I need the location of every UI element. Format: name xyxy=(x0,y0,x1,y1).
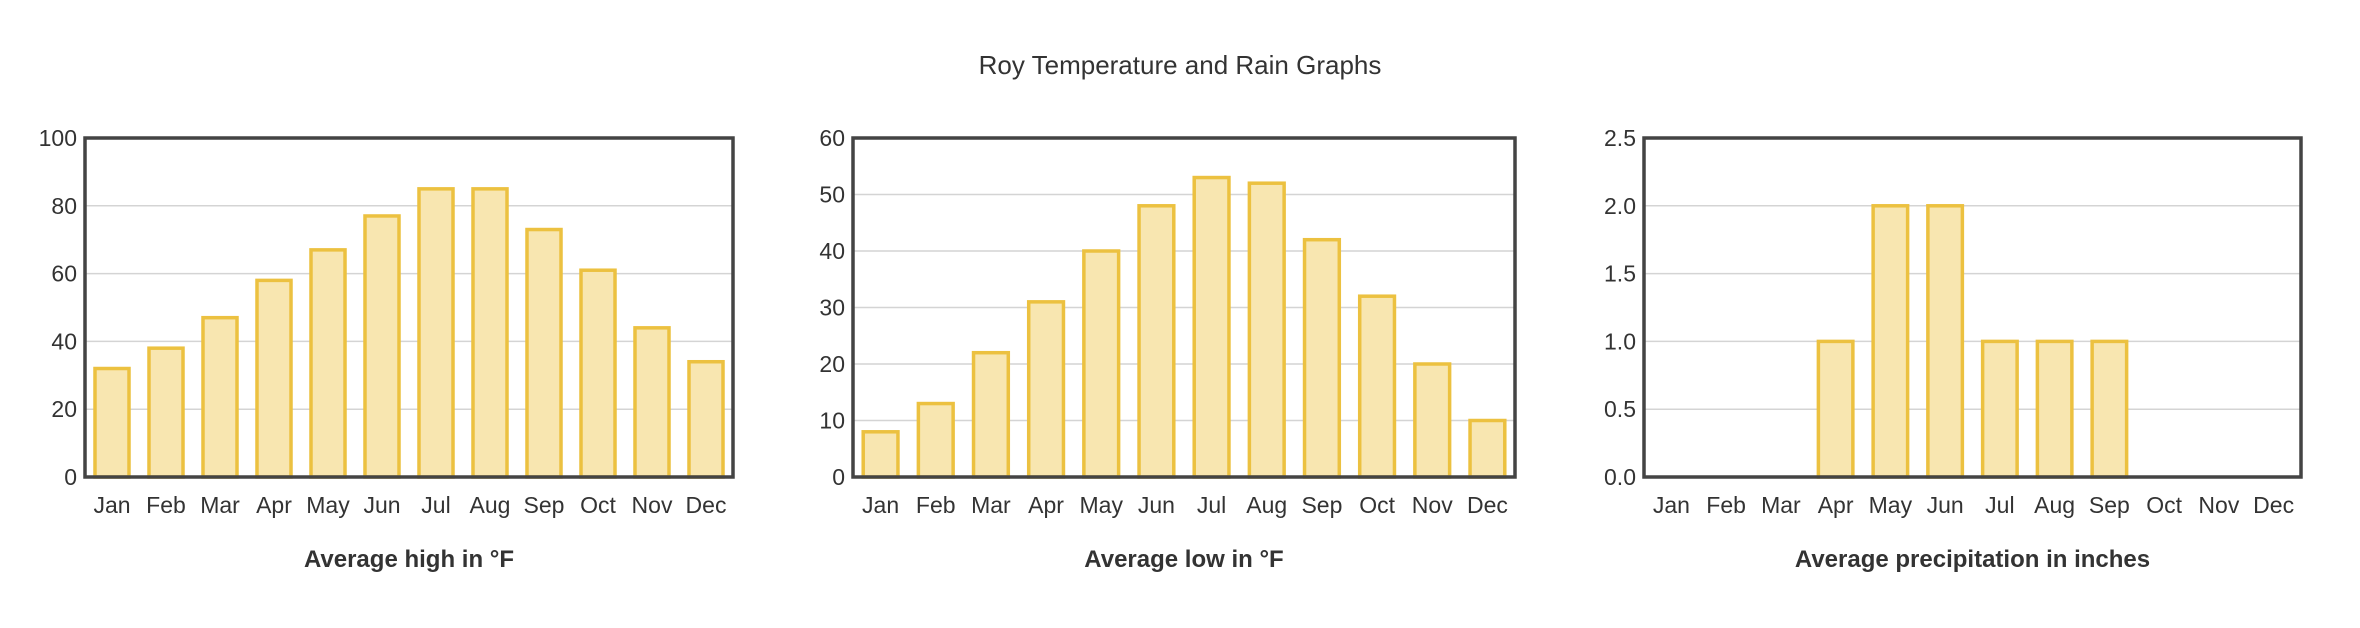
x-tick-label: Sep xyxy=(524,492,565,518)
plot-frame xyxy=(851,136,1517,479)
x-tick-label: Apr xyxy=(256,492,292,518)
y-tick-label: 40 xyxy=(819,238,845,264)
x-tick-label: Sep xyxy=(2089,492,2130,518)
bar-jun xyxy=(1926,204,1965,479)
bar-apr xyxy=(1816,339,1855,479)
bar-jul xyxy=(417,187,455,479)
x-tick-label: Jan xyxy=(1653,492,1690,518)
x-tick-label: Dec xyxy=(2253,492,2294,518)
bar-jul xyxy=(1980,339,2019,479)
y-tick-label: 0 xyxy=(64,464,77,490)
bar-may xyxy=(1871,204,1910,479)
x-tick-label: Jan xyxy=(862,492,899,518)
x-tick-label: Apr xyxy=(1028,492,1064,518)
chart-average-low: 0 10 20 30 40 50 60 Jan Feb Mar Apr May Jun Jul Aug Sep… xyxy=(819,125,1517,573)
bar-mar xyxy=(201,315,239,479)
bar-may xyxy=(309,248,347,479)
x-tick-label: Feb xyxy=(1706,492,1746,518)
bar-apr xyxy=(255,278,293,479)
x-tick-label: Aug xyxy=(470,492,511,518)
x-tick-label: Oct xyxy=(1359,492,1395,518)
bar-jan xyxy=(93,366,131,479)
y-tick-label: 1.0 xyxy=(1604,328,1636,354)
x-tick-label: Dec xyxy=(1467,492,1508,518)
bar-mar xyxy=(971,350,1011,479)
y-tick-label: 0 xyxy=(832,464,845,490)
x-tick-label: Feb xyxy=(916,492,956,518)
page-title: Roy Temperature and Rain Graphs xyxy=(978,50,1382,80)
bar-feb xyxy=(147,346,185,479)
bar-oct xyxy=(579,268,617,479)
x-tick-label: May xyxy=(306,492,350,518)
x-tick-label: Mar xyxy=(971,492,1011,518)
x-tick-label: May xyxy=(1080,492,1124,518)
y-tick-label: 30 xyxy=(819,295,845,321)
x-tick-label: Nov xyxy=(2198,492,2239,518)
bar-jan xyxy=(861,430,900,479)
bar-dec xyxy=(1468,418,1507,479)
bar-sep xyxy=(1302,237,1342,479)
bar-oct xyxy=(1357,294,1397,479)
x-tick-label: Aug xyxy=(1246,492,1287,518)
y-tick-label: 60 xyxy=(819,125,845,151)
bar-aug xyxy=(471,187,509,479)
y-tick-label: 0.0 xyxy=(1604,464,1636,490)
x-tick-label: Jul xyxy=(1197,492,1226,518)
x-tick-label: Oct xyxy=(2146,492,2182,518)
bar-dec xyxy=(687,359,725,479)
x-tick-label: Nov xyxy=(1412,492,1453,518)
x-tick-label: Mar xyxy=(1761,492,1801,518)
chart-average-precipitation: 0.0 0.5 1.0 1.5 2.0 2.5 Jan Feb Mar Apr May Jun Jul A… xyxy=(1604,125,2303,573)
x-tick-label: Nov xyxy=(632,492,673,518)
x-tick-label: Jul xyxy=(421,492,450,518)
y-tick-label: 1.5 xyxy=(1604,261,1636,287)
y-tick-label: 40 xyxy=(51,328,77,354)
y-tick-label: 60 xyxy=(51,261,77,287)
x-tick-label: Aug xyxy=(2034,492,2075,518)
x-tick-label: Mar xyxy=(200,492,240,518)
bar-aug xyxy=(2035,339,2074,479)
x-tick-label: Jul xyxy=(1985,492,2014,518)
y-tick-label: 2.0 xyxy=(1604,193,1636,219)
bar-apr xyxy=(1026,300,1066,479)
x-axis-title: Average high in °F xyxy=(304,546,514,573)
x-tick-label: Jun xyxy=(1138,492,1175,518)
bar-jul xyxy=(1192,175,1231,479)
plot-frame xyxy=(1642,136,2303,479)
x-tick-label: Sep xyxy=(1301,492,1342,518)
bar-jun xyxy=(1137,204,1176,479)
y-tick-label: 80 xyxy=(51,193,77,219)
bar-jun xyxy=(363,214,401,479)
bar-feb xyxy=(916,401,955,479)
x-tick-label: Jun xyxy=(1927,492,1964,518)
bar-nov xyxy=(1413,362,1452,479)
y-tick-label: 100 xyxy=(39,125,77,151)
y-tick-label: 2.5 xyxy=(1604,125,1636,151)
chart-average-high: 0 20 40 60 80 100 Jan Feb Mar Apr May Jun Jul Aug Sep O… xyxy=(39,125,735,573)
x-tick-label: Jun xyxy=(363,492,400,518)
y-tick-label: 10 xyxy=(819,408,845,434)
bar-may xyxy=(1082,249,1121,479)
plot-frame xyxy=(83,136,735,479)
x-tick-label: Apr xyxy=(1818,492,1854,518)
y-tick-label: 20 xyxy=(819,351,845,377)
x-tick-label: May xyxy=(1869,492,1913,518)
x-tick-label: Dec xyxy=(686,492,727,518)
x-tick-label: Jan xyxy=(93,492,130,518)
x-tick-label: Feb xyxy=(146,492,186,518)
y-tick-label: 50 xyxy=(819,182,845,208)
bar-aug xyxy=(1247,181,1286,479)
x-axis-title: Average precipitation in inches xyxy=(1795,546,2150,573)
y-tick-label: 0.5 xyxy=(1604,396,1636,422)
bar-sep xyxy=(2090,339,2129,479)
bar-nov xyxy=(633,326,671,479)
x-axis-title: Average low in °F xyxy=(1084,546,1283,573)
y-tick-label: 20 xyxy=(51,396,77,422)
x-tick-label: Oct xyxy=(580,492,616,518)
bar-sep xyxy=(525,227,563,479)
